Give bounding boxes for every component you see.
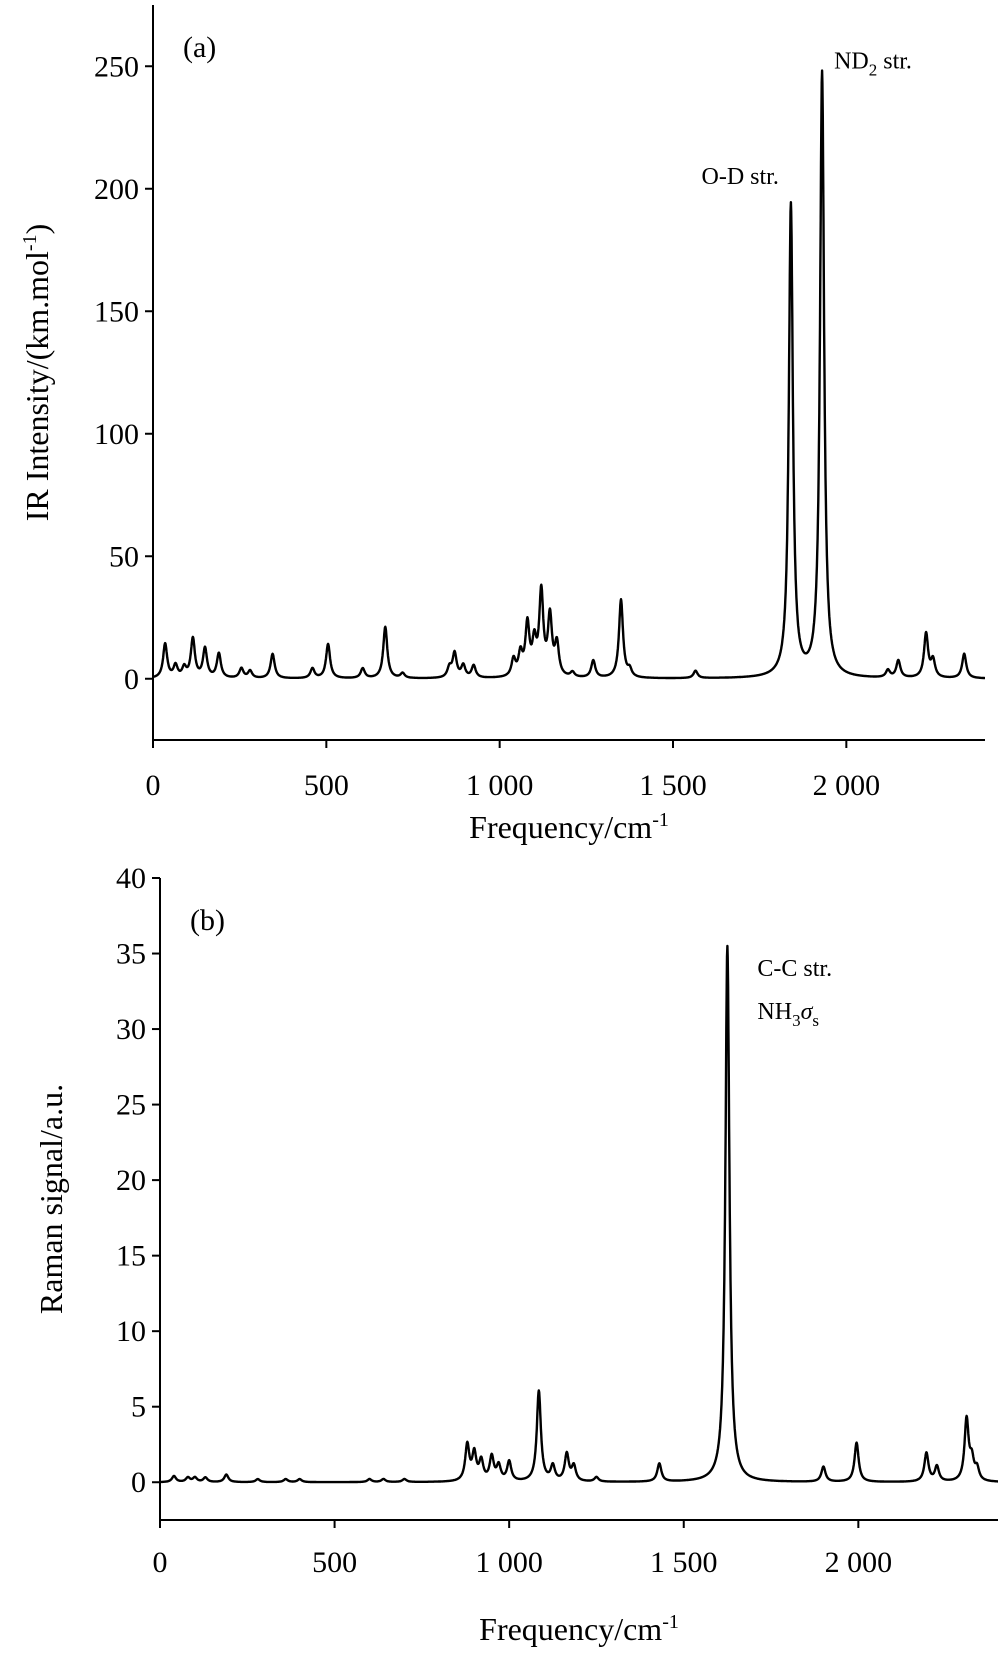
y-tick-label: 10 [116, 1315, 146, 1348]
y-tick-label: 100 [94, 418, 139, 451]
peak-point [971, 1462, 973, 1464]
y-tick-label: 25 [116, 1089, 146, 1122]
panel-a: 0 500 1 000 1 500 2 000 0 50 100 150 200 250 Freque… [19, 5, 986, 845]
y-tick-label: 5 [131, 1391, 146, 1424]
annotation-sub: 2 [869, 61, 878, 80]
annotation: NH3σs [757, 999, 819, 1030]
annotation: C-C str. [757, 956, 832, 982]
spectrum-line [152, 69, 986, 680]
x-tick-label: 0 [146, 769, 161, 802]
y-axis-label: Raman signal/a.u. [33, 1084, 69, 1314]
y-axis-label-text: Raman signal/a.u. [33, 1084, 69, 1314]
y-tick-label: 30 [116, 1013, 146, 1046]
x-axis-label: Frequency/cm-1 [479, 1611, 679, 1647]
x-axis-label-text: Frequency/cm [469, 809, 652, 845]
y-tick-label: 50 [109, 540, 139, 573]
panel-label: (a) [183, 31, 216, 64]
peak-point [519, 656, 521, 658]
y-axis-label-text: IR Intensity/(km.mol [19, 251, 55, 521]
x-tick-label: 1 000 [475, 1546, 543, 1579]
x-tick-label: 1 500 [650, 1546, 718, 1579]
panel-b: 0 500 1 000 1 500 2 000 0 5 10 15 20 25 30 35 40 Frequ… [33, 862, 999, 1647]
panel-label: (b) [190, 904, 225, 937]
annotation-text: NH [757, 999, 792, 1025]
y-tick-label: 40 [116, 862, 146, 895]
annotation-sigma-sub: s [812, 1011, 819, 1030]
x-tick-label: 0 [153, 1546, 168, 1579]
y-tick-label: 0 [131, 1466, 146, 1499]
annotation: O-D str. [702, 164, 779, 190]
x-axis-label: Frequency/cm-1 [469, 809, 669, 845]
x-tick-label: 500 [304, 769, 349, 802]
y-axis-label-end: ) [19, 224, 55, 235]
annotation-text: ND [834, 49, 869, 75]
annotation-tail: str. [877, 49, 912, 75]
y-tick-label: 15 [116, 1240, 146, 1273]
y-axis-label: IR Intensity/(km.mol-1) [19, 224, 55, 522]
annotation-text: O-D str. [702, 164, 779, 190]
x-axis-label-sup: -1 [652, 809, 669, 831]
x-tick-label: 2 000 [813, 769, 881, 802]
annotation: ND2 str. [834, 49, 912, 80]
y-axis-label-sup: -1 [19, 234, 41, 251]
y-tick-label: 0 [124, 663, 139, 696]
x-tick-label: 1 500 [639, 769, 707, 802]
x-axis-label-text: Frequency/cm [479, 1611, 662, 1647]
y-tick-label: 200 [94, 173, 139, 206]
spectrum-line [159, 944, 999, 1484]
annotation-text: C-C str. [757, 956, 832, 982]
annotation-sub: 3 [792, 1011, 801, 1030]
peak-point [629, 670, 631, 672]
x-tick-label: 1 000 [466, 769, 534, 802]
y-tick-label: 20 [116, 1164, 146, 1197]
x-axis-label-sup: -1 [662, 1611, 679, 1633]
peak-point [533, 646, 535, 648]
annotation-sigma: σ [801, 999, 814, 1025]
y-tick-label: 150 [94, 295, 139, 328]
x-tick-label: 2 000 [825, 1546, 893, 1579]
x-tick-label: 500 [312, 1546, 357, 1579]
y-tick-label: 35 [116, 938, 146, 971]
y-tick-label: 250 [94, 50, 139, 83]
